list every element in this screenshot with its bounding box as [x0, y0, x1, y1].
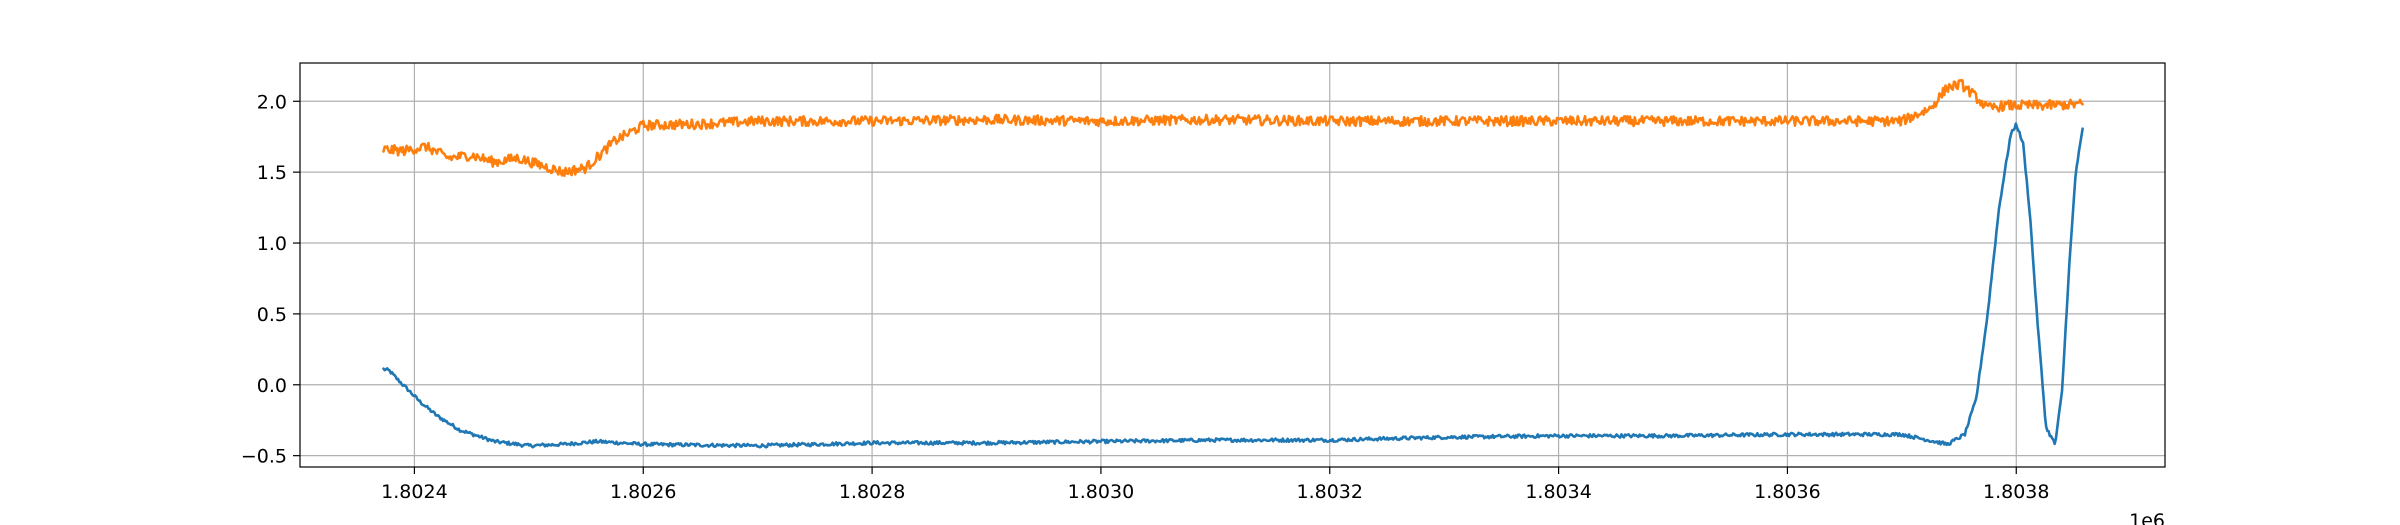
y-tick-label: 1.0	[257, 233, 287, 255]
series-line-2	[382, 78, 2084, 178]
x-tick-label: 1.8026	[610, 481, 676, 503]
y-tick-label: 0.0	[257, 375, 287, 397]
x-axis: 1.8024 1.8026 1.8028 1.8030 1.8032 1.8034 1.80…	[381, 467, 2049, 503]
series-line-1	[382, 122, 2084, 449]
y-axis: −0.5 0.0 0.5 1.0 1.5 2.0	[241, 91, 300, 468]
axes-frame	[299, 62, 2166, 468]
x-tick-label: 1.8028	[839, 481, 905, 503]
x-tick-label: 1.8034	[1525, 481, 1591, 503]
series-layer	[382, 78, 2084, 449]
y-tick-label: 2.0	[257, 91, 287, 113]
grid	[300, 63, 2165, 467]
x-tick-label: 1.8024	[381, 481, 447, 503]
y-tick-label: 0.5	[257, 304, 287, 326]
x-tick-label: 1.8036	[1754, 481, 1820, 503]
x-axis-offset-label: 1e6	[2129, 510, 2165, 525]
x-tick-label: 1.8032	[1297, 481, 1363, 503]
y-tick-label: −0.5	[241, 446, 287, 468]
x-tick-label: 1.8030	[1068, 481, 1134, 503]
y-tick-label: 1.5	[257, 162, 287, 184]
x-tick-label: 1.8038	[1983, 481, 2049, 503]
